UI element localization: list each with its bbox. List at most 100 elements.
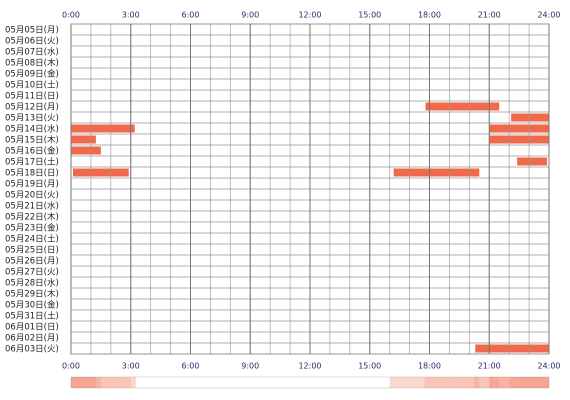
x-tick-label: 18:00: [418, 11, 441, 20]
density-cell: [419, 377, 425, 388]
x-tick-label: 18:00: [418, 362, 441, 371]
activity-bar: [71, 146, 101, 155]
density-cell: [409, 377, 415, 388]
row-label: 05月09日(金): [5, 69, 59, 80]
density-cell: [399, 377, 405, 388]
density-cell: [424, 377, 430, 388]
x-tick-label: 0:00: [62, 11, 80, 20]
density-cell: [509, 377, 515, 388]
activity-bar: [489, 135, 549, 144]
density-cell: [439, 377, 445, 388]
density-cell: [454, 377, 460, 388]
density-cell: [130, 377, 136, 388]
row-label: 05月25日(日): [5, 246, 59, 256]
x-tick-label: 15:00: [358, 362, 381, 371]
row-label: 05月20日(火): [5, 191, 59, 201]
row-label: 05月16日(金): [5, 146, 59, 157]
row-label: 05月05日(月): [5, 26, 59, 36]
activity-bar: [71, 135, 96, 144]
row-label: 05月19日(月): [5, 180, 59, 190]
activity-bar: [425, 102, 500, 111]
row-label: 05月17日(土): [5, 157, 59, 168]
density-cell: [474, 377, 480, 388]
density-cell: [469, 377, 475, 388]
row-label: 05月07日(水): [5, 47, 59, 58]
density-cell: [75, 377, 81, 388]
x-tick-label: 21:00: [478, 11, 501, 20]
row-label: 05月11日(日): [5, 92, 59, 102]
x-tick-label: 3:00: [122, 362, 140, 371]
x-tick-label: 12:00: [298, 11, 321, 20]
row-label: 06月02日(月): [5, 334, 59, 344]
row-label: 06月03日(火): [5, 345, 59, 355]
row-label: 06月01日(日): [5, 323, 59, 333]
x-tick-label: 12:00: [298, 362, 321, 371]
density-cell: [414, 377, 420, 388]
density-cell: [524, 377, 530, 388]
x-tick-label: 6:00: [182, 11, 200, 20]
row-label: 05月12日(月): [5, 103, 59, 113]
row-label: 05月22日(木): [5, 212, 59, 223]
activity-bar: [72, 168, 129, 177]
density-cell: [489, 377, 495, 388]
row-label: 05月18日(日): [5, 169, 59, 179]
density-cell: [449, 377, 455, 388]
density-cell: [534, 377, 540, 388]
row-label: 05月29日(木): [5, 289, 59, 300]
density-cell: [85, 377, 91, 388]
activity-bar: [511, 113, 549, 122]
row-label: 05月31日(土): [5, 311, 59, 322]
x-tick-label: 0:00: [62, 362, 80, 371]
density-cell: [394, 377, 400, 388]
row-label: 05月24日(土): [5, 234, 59, 245]
density-cell: [499, 377, 505, 388]
activity-bar: [475, 344, 549, 353]
x-tick-label: 9:00: [241, 11, 259, 20]
x-tick-label: 24:00: [537, 11, 560, 20]
row-label: 05月23日(金): [5, 223, 59, 234]
x-tick-label: 6:00: [182, 362, 200, 371]
row-label: 05月10日(土): [5, 80, 59, 91]
x-tick-label: 24:00: [537, 362, 560, 371]
density-cell: [504, 377, 510, 388]
density-cell: [389, 377, 395, 388]
row-label: 05月28日(水): [5, 278, 59, 289]
density-cell: [429, 377, 435, 388]
density-cell: [519, 377, 525, 388]
density-cell: [494, 377, 500, 388]
density-cell: [80, 377, 86, 388]
activity-bar: [489, 124, 549, 133]
x-tick-label: 3:00: [122, 11, 140, 20]
density-cell: [100, 377, 106, 388]
density-cell: [444, 377, 450, 388]
density-cell: [544, 377, 549, 388]
row-label: 05月14日(水): [5, 124, 59, 135]
row-label: 05月08日(木): [5, 58, 59, 69]
density-cell: [484, 377, 490, 388]
density-cell: [90, 377, 96, 388]
x-tick-label: 21:00: [478, 362, 501, 371]
density-cell: [464, 377, 470, 388]
row-label: 05月30日(金): [5, 300, 59, 311]
density-cell: [539, 377, 545, 388]
row-label: 05月26日(月): [5, 257, 59, 267]
density-cell: [120, 377, 126, 388]
activity-bar: [517, 157, 548, 166]
density-cell: [115, 377, 121, 388]
density-cell: [95, 377, 101, 388]
density-cell: [459, 377, 465, 388]
row-label: 05月21日(水): [5, 201, 59, 212]
density-cell: [110, 377, 116, 388]
activity-bar: [71, 124, 135, 133]
x-tick-label: 15:00: [358, 11, 381, 20]
density-cell: [105, 377, 111, 388]
row-label: 05月15日(木): [5, 135, 59, 146]
activity-bar: [393, 168, 480, 177]
x-tick-label: 9:00: [241, 362, 259, 371]
row-label: 05月06日(火): [5, 37, 59, 47]
density-cell: [125, 377, 131, 388]
density-cell: [514, 377, 520, 388]
density-cell: [404, 377, 410, 388]
row-label: 05月27日(火): [5, 268, 59, 278]
